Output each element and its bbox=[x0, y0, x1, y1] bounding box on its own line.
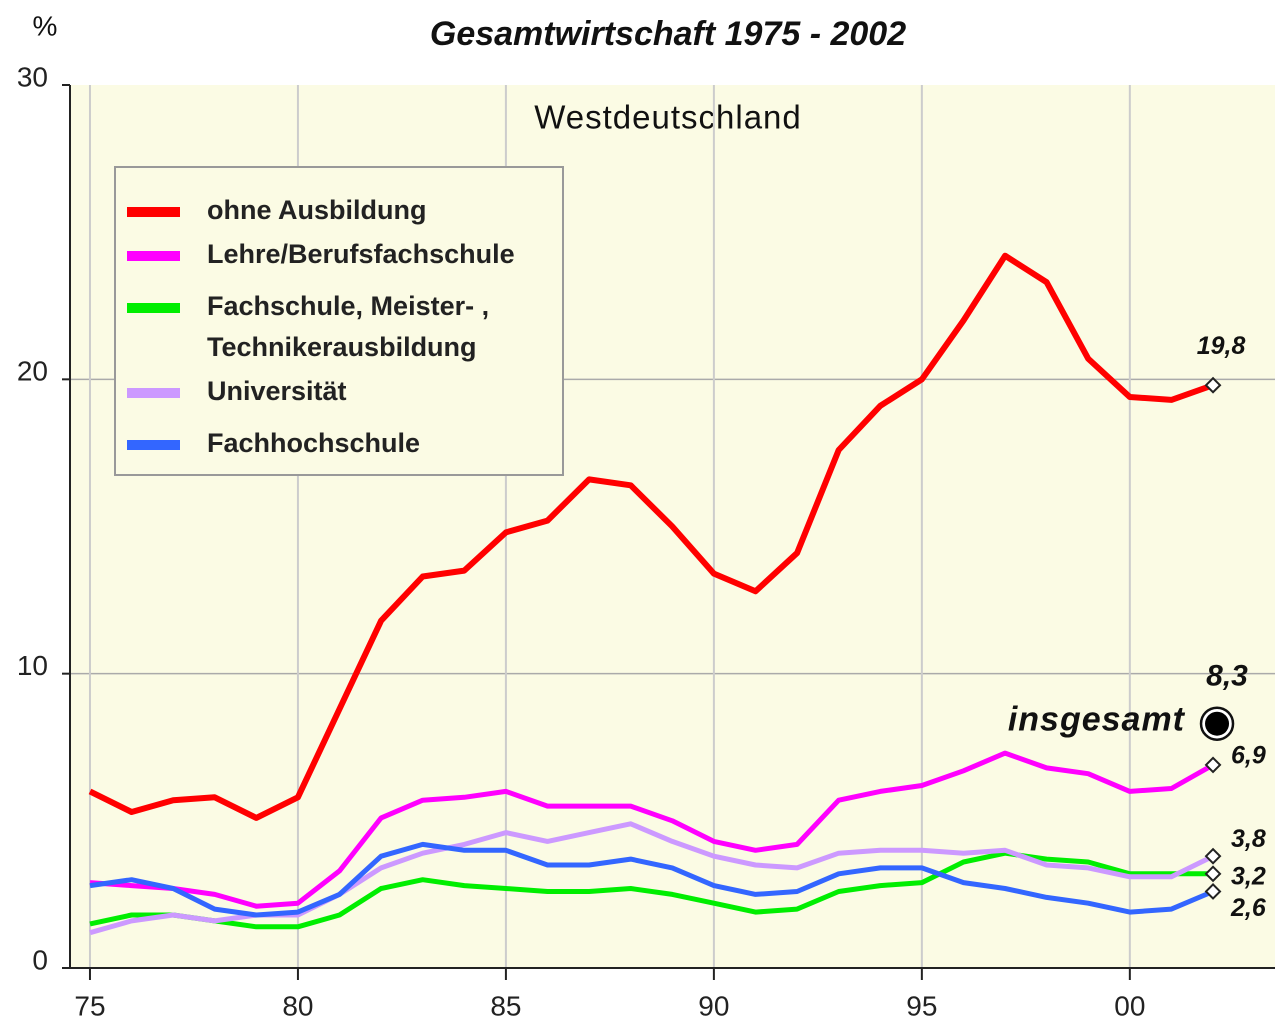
total-label: insgesamt bbox=[1008, 701, 1186, 739]
end-marker bbox=[1204, 376, 1222, 394]
y-tick-label: 30 bbox=[17, 61, 48, 92]
y-axis-label: % bbox=[33, 10, 58, 41]
end-marker bbox=[1204, 847, 1222, 865]
end-marker bbox=[1204, 756, 1222, 774]
legend-label-line: Technikerausbildung bbox=[207, 332, 477, 362]
end-label: 6,9 bbox=[1231, 742, 1266, 770]
series-line bbox=[88, 252, 1214, 821]
legend-label: Lehre/Berufsfachschule bbox=[207, 239, 515, 269]
x-tick-label: 75 bbox=[74, 990, 105, 1021]
end-label: 2,6 bbox=[1230, 894, 1267, 922]
chart-title: Gesamtwirtschaft 1975 - 2002 bbox=[430, 15, 906, 53]
legend-label: ohne Ausbildung bbox=[207, 195, 426, 225]
x-tick-label: 80 bbox=[282, 990, 313, 1021]
series-line bbox=[89, 841, 1214, 918]
legend-box bbox=[114, 166, 564, 476]
x-tick-label: 90 bbox=[698, 990, 729, 1021]
series-line bbox=[89, 750, 1215, 909]
y-tick-label: 10 bbox=[17, 650, 48, 681]
end-marker bbox=[1204, 883, 1222, 900]
x-tick-label: 95 bbox=[906, 990, 937, 1021]
end-label: 19,8 bbox=[1197, 332, 1246, 360]
annotation: Westdeutschland bbox=[534, 99, 802, 136]
total-value-label: 8,3 bbox=[1206, 660, 1248, 693]
end-label: 3,8 bbox=[1231, 825, 1266, 853]
end-marker bbox=[1204, 865, 1222, 883]
end-label: 3,2 bbox=[1231, 862, 1266, 890]
legend-label: Fachschule, Meister- , Technikerausbildun… bbox=[207, 291, 489, 362]
x-tick-label: 85 bbox=[490, 990, 521, 1021]
legend-label-line: Fachschule, Meister- , bbox=[207, 291, 489, 321]
y-tick-label: 0 bbox=[32, 944, 48, 975]
legend-label: Fachhochschule bbox=[207, 428, 420, 458]
y-tick-label: 20 bbox=[17, 356, 48, 387]
total-marker-core bbox=[1205, 711, 1230, 736]
legend: ohne Ausbildung Lehre/Berufsfachschule Fac… bbox=[114, 166, 564, 476]
legend-label: Universität bbox=[207, 376, 347, 406]
x-tick-label: 00 bbox=[1114, 990, 1145, 1021]
